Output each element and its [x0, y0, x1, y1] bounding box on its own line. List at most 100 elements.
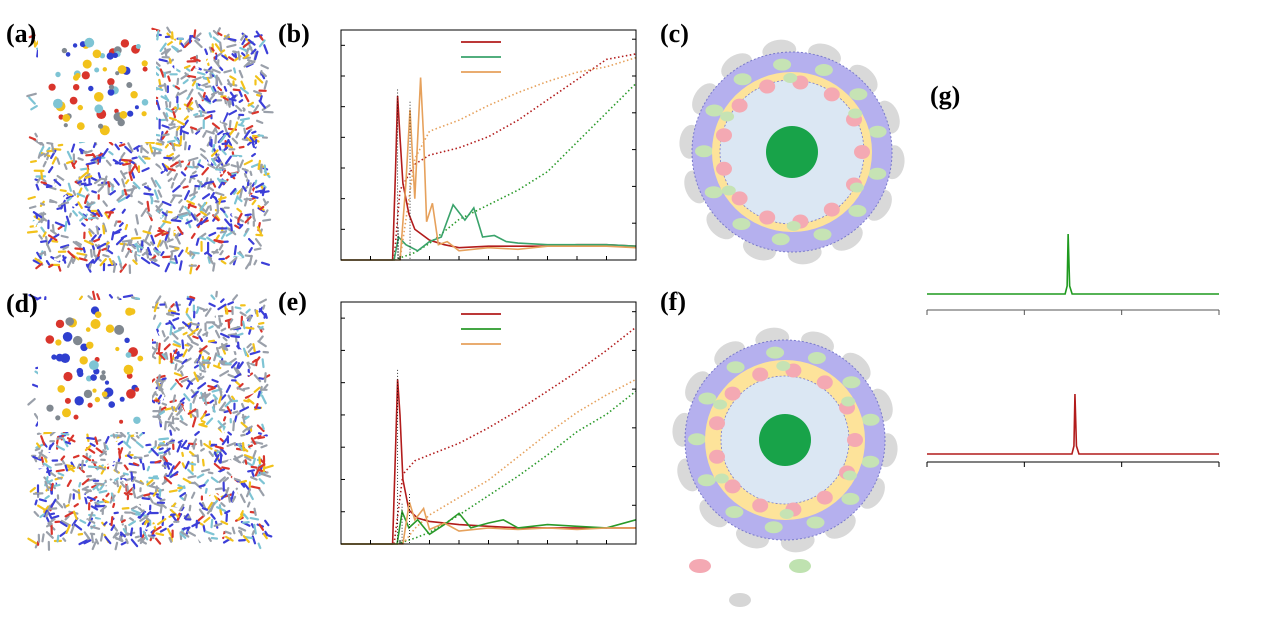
molecule-bond — [48, 263, 54, 268]
molecule-bond — [94, 504, 106, 508]
molecule-bond — [41, 446, 47, 455]
molecule-bond — [244, 213, 252, 217]
molecule-bond — [182, 239, 188, 244]
molecule-bond — [142, 155, 149, 159]
molecule-bond — [168, 536, 173, 543]
molecule-bond — [208, 46, 214, 55]
molecule-bond — [153, 249, 162, 254]
molecule-bond — [50, 498, 57, 508]
molecule-bond — [155, 295, 162, 304]
molecule-bond — [104, 178, 116, 182]
inset-atom — [81, 71, 90, 80]
molecule-bond — [188, 450, 195, 456]
molecule-bond — [151, 146, 163, 152]
molecule-bond — [200, 447, 205, 452]
molecule-bond — [44, 480, 50, 491]
molecule-bond — [145, 248, 150, 259]
molecule-bond — [107, 181, 111, 188]
molecule-bond — [221, 163, 230, 168]
molecule-bond — [99, 450, 107, 457]
tfsi-molecule — [713, 399, 728, 410]
molecule-bond — [239, 119, 245, 126]
molecule-bond — [235, 104, 243, 112]
nmr-spectrum-1 — [927, 393, 1219, 455]
molecule-bond — [186, 106, 190, 113]
molecule-bond — [221, 466, 230, 470]
inset-atom — [88, 85, 94, 92]
inset-atom — [105, 324, 115, 333]
molecule-bond — [250, 465, 258, 469]
molecule-bond — [50, 482, 54, 492]
inset-atom — [55, 415, 61, 421]
an-molecule — [752, 498, 769, 513]
inset-atom — [124, 337, 130, 343]
molecule-bond — [49, 480, 56, 485]
molecule-bond — [94, 516, 102, 521]
molecule-bond — [86, 496, 96, 501]
molecule-bond — [117, 255, 123, 266]
molecule-bond — [56, 436, 64, 440]
molecule-bond — [198, 87, 205, 92]
molecule-bond — [144, 141, 155, 144]
molecule-bond — [72, 510, 78, 521]
molecule-bond — [123, 464, 129, 471]
molecule-bond — [174, 234, 181, 245]
molecule-bond — [160, 168, 167, 174]
molecule-bond — [206, 141, 211, 147]
molecule-bond — [183, 513, 189, 520]
tfsi-molecule — [806, 516, 825, 529]
molecule-bond — [169, 506, 181, 511]
molecule-bond — [231, 395, 236, 401]
molecule-bond — [88, 230, 93, 237]
molecule-bond — [212, 98, 217, 103]
molecule-bond — [210, 47, 215, 52]
molecule-bond — [239, 187, 244, 199]
molecule-bond — [184, 460, 190, 470]
molecule-bond — [205, 392, 211, 399]
molecule-bond — [33, 510, 40, 517]
molecule-bond — [107, 249, 114, 255]
molecule-bond — [246, 314, 252, 320]
cumulative-line-1 — [393, 82, 637, 261]
molecule-bond — [79, 167, 89, 171]
molecule-bond — [242, 413, 246, 424]
molecule-bond — [202, 524, 206, 533]
molecule-bond — [254, 189, 265, 193]
molecule-bond — [30, 340, 36, 347]
molecule-bond — [175, 378, 183, 388]
molecule-bond — [88, 511, 94, 522]
tfsi-molecule — [697, 474, 716, 487]
molecule-bond — [239, 117, 250, 122]
molecule-bond — [227, 227, 237, 236]
molecule-bond — [57, 472, 65, 477]
molecule-bond — [220, 332, 230, 339]
molecule-bond — [87, 216, 96, 220]
molecule-bond — [244, 93, 250, 103]
tfsi-molecule — [695, 145, 713, 158]
molecule-bond — [184, 206, 192, 214]
molecule-bond — [86, 436, 96, 440]
an-molecule — [724, 386, 741, 401]
molecule-bond — [242, 520, 250, 524]
molecule-bond — [47, 517, 56, 525]
molecule-bond — [203, 68, 214, 73]
inset-atom — [45, 335, 55, 344]
molecule-bond — [64, 515, 70, 521]
molecule-bond — [218, 196, 227, 201]
molecule-bond — [204, 85, 212, 89]
molecule-bond — [229, 75, 237, 81]
molecule-bond — [214, 134, 218, 144]
an-molecule — [752, 367, 769, 382]
molecule-bond — [220, 427, 227, 438]
molecule-bond — [28, 205, 37, 210]
molecule-bond — [108, 257, 114, 266]
molecule-bond — [110, 524, 116, 532]
molecule-bond — [172, 45, 179, 51]
molecule-bond — [167, 177, 173, 182]
molecule-bond — [74, 240, 83, 246]
molecule-bond — [262, 533, 268, 540]
inset-atom — [101, 370, 106, 375]
molecule-bond — [130, 471, 134, 481]
an-molecule — [823, 87, 840, 102]
molecule-bond — [193, 364, 199, 369]
